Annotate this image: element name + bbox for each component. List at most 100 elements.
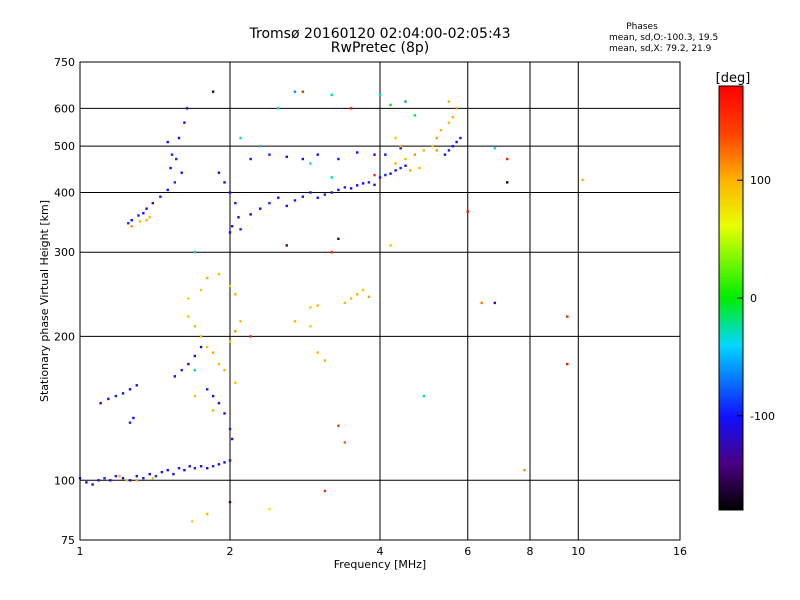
data-point (130, 225, 133, 228)
data-point (130, 219, 133, 222)
data-point (493, 301, 497, 305)
data-point (199, 288, 203, 292)
data-point (323, 193, 327, 196)
data-point (199, 345, 203, 349)
data-point (422, 394, 426, 398)
data-point (109, 479, 112, 482)
data-point (121, 477, 125, 480)
data-point (199, 465, 203, 468)
data-point (193, 368, 197, 372)
colorbar-ticks: 100 0 -100 (737, 174, 775, 423)
data-point (237, 216, 240, 219)
data-point (565, 362, 569, 366)
data-point (301, 157, 305, 161)
data-point (183, 121, 186, 124)
data-point (211, 465, 215, 468)
data-point (435, 149, 438, 152)
data-point (128, 479, 132, 482)
data-point (389, 103, 392, 107)
data-point (151, 477, 155, 480)
y-tick-label: 75 (61, 534, 75, 547)
data-point (228, 231, 232, 234)
data-point (394, 162, 397, 165)
data-point (166, 468, 169, 472)
data-point (523, 468, 526, 472)
data-point (180, 171, 183, 174)
data-point (259, 207, 262, 210)
data-point (135, 384, 138, 387)
data-point (193, 466, 197, 470)
data-point (239, 136, 242, 140)
data-point (132, 416, 135, 420)
data-point (384, 173, 387, 177)
data-point (137, 214, 140, 217)
data-point (223, 181, 226, 184)
data-point (249, 335, 252, 338)
data-point (159, 195, 162, 198)
data-point (316, 153, 319, 156)
data-point (394, 169, 397, 172)
data-point (249, 213, 252, 216)
data-point (205, 345, 209, 349)
stats-x-mode: mean, sd,X: 79.2, 21.9 (609, 44, 712, 54)
y-tick-label: 500 (54, 140, 75, 153)
data-point (451, 144, 455, 148)
data-point (459, 136, 462, 140)
data-point (399, 144, 402, 148)
data-point (373, 153, 376, 156)
data-point (389, 172, 392, 175)
data-point (337, 424, 340, 428)
scatter-points (78, 90, 584, 523)
y-tick-label: 300 (54, 246, 75, 259)
data-point (135, 474, 138, 478)
data-point (337, 188, 340, 192)
data-point (217, 171, 221, 174)
data-point (443, 153, 447, 156)
data-point (505, 157, 509, 161)
y-tick-label: 400 (54, 186, 75, 199)
data-point (99, 401, 102, 405)
data-point (228, 500, 232, 504)
data-point (193, 394, 197, 398)
data-point (234, 330, 237, 333)
data-point (193, 354, 197, 358)
data-point (581, 178, 584, 182)
data-point (127, 222, 130, 225)
data-point (239, 320, 242, 323)
data-point (91, 483, 94, 486)
data-point (404, 164, 407, 167)
data-point (399, 166, 402, 170)
data-point (234, 381, 237, 384)
data-point (455, 140, 458, 144)
data-point (249, 157, 252, 161)
data-point (268, 507, 271, 511)
data-point (148, 216, 151, 219)
data-point (409, 169, 412, 172)
data-point (145, 219, 148, 222)
data-point (293, 199, 297, 202)
data-point (330, 251, 333, 254)
data-point (185, 107, 189, 110)
data-point (293, 320, 297, 323)
data-point (337, 157, 340, 161)
data-point (330, 93, 333, 97)
data-point (193, 325, 197, 328)
data-point (355, 293, 359, 296)
data-point (199, 335, 203, 338)
x-tick-label: 1 (77, 545, 84, 558)
colorbar-label: [deg] (716, 71, 751, 86)
data-point (277, 107, 280, 110)
data-point (173, 375, 177, 378)
data-point (505, 181, 509, 184)
data-point (343, 301, 347, 305)
data-point (565, 315, 569, 318)
colorbar-tick-label: 0 (750, 292, 757, 305)
data-point (413, 114, 417, 117)
data-point (330, 191, 333, 194)
x-tick-label: 2 (227, 545, 234, 558)
data-point (187, 297, 190, 300)
data-point (399, 147, 402, 150)
data-point (145, 207, 148, 210)
data-point (431, 144, 434, 148)
x-axis-ticks: 1 2 4 6 8 10 16 (77, 545, 688, 558)
